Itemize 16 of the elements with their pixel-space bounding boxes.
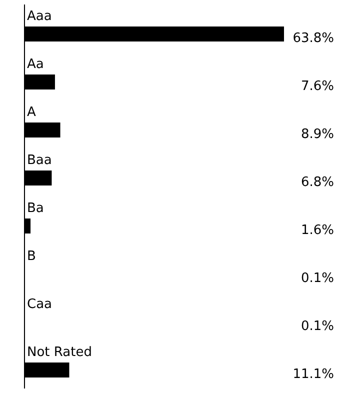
y-tick-label: Baa — [27, 153, 52, 168]
data-label: 0.1% — [300, 271, 334, 286]
data-label: 7.6% — [300, 79, 334, 94]
y-tick-label: Caa — [27, 297, 52, 312]
y-tick-label: Aa — [27, 57, 44, 72]
data-label: 8.9% — [300, 127, 334, 142]
y-tick-label: Not Rated — [27, 345, 92, 360]
data-label: 11.1% — [292, 367, 334, 382]
y-tick-label: A — [27, 105, 36, 120]
data-label: 1.6% — [300, 223, 334, 238]
data-label: 6.8% — [300, 175, 334, 190]
y-tick-label: Ba — [27, 201, 44, 216]
data-label: 0.1% — [300, 319, 334, 334]
data-label: 63.8% — [292, 31, 334, 46]
y-tick-label: B — [27, 249, 36, 264]
y-tick-label: Aaa — [27, 9, 52, 24]
